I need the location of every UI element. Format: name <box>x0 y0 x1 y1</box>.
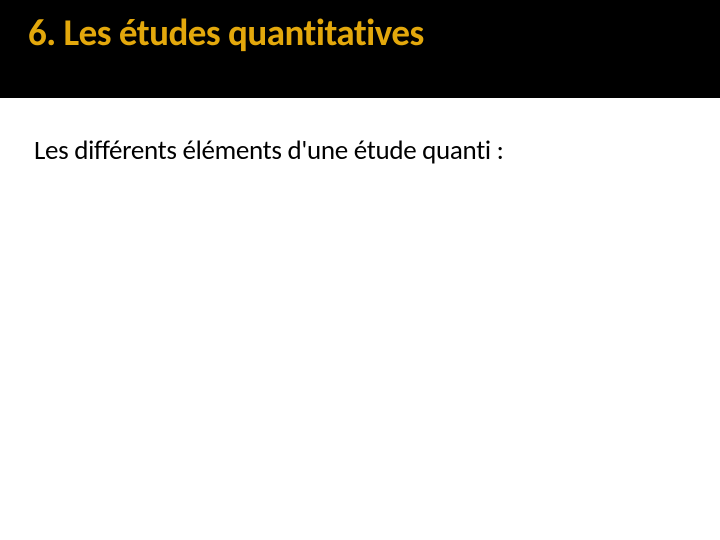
body-area: Les différents éléments d'une étude quan… <box>0 98 720 167</box>
slide-title: 6. Les études quantitatives <box>28 10 720 55</box>
slide: 6. Les études quantitatives Les différen… <box>0 0 720 540</box>
body-text: Les différents éléments d'une étude quan… <box>34 134 720 167</box>
title-bar: 6. Les études quantitatives <box>0 0 720 98</box>
